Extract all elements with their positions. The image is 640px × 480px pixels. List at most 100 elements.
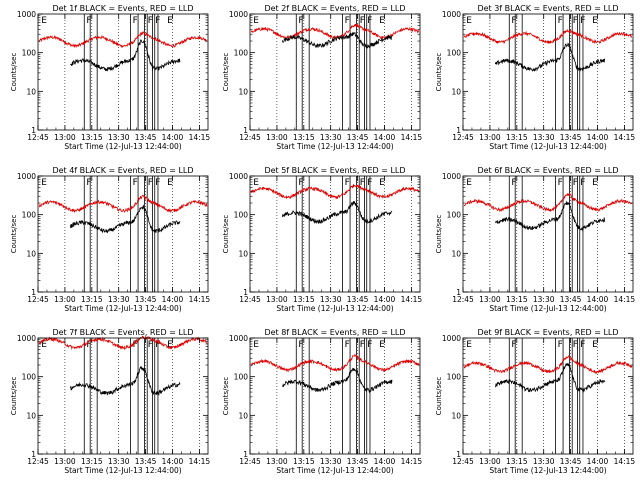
interval-label: F [345, 340, 350, 350]
x-tick-label: 13:15 [81, 295, 103, 304]
y-tick-label: 1 [456, 126, 461, 135]
x-tick-label: 13:30 [320, 295, 342, 304]
x-tick-label: 13:15 [506, 133, 528, 142]
interval-label: F [86, 16, 91, 26]
x-tick-label: 13:30 [533, 457, 555, 466]
x-tick-label: 12:45 [239, 457, 261, 466]
events-series-line [69, 365, 181, 396]
y-tick-label: 1000 [442, 10, 461, 19]
interval-label: F [573, 340, 578, 350]
lld-series-line [463, 28, 632, 45]
interval-label: E [167, 340, 173, 350]
y-axis-label: Counts/sec [10, 377, 18, 416]
x-tick-label: 13:30 [533, 133, 555, 142]
y-tick-label: 10 [238, 87, 248, 96]
x-tick-label: 13:30 [533, 295, 555, 304]
y-tick-label: 100 [447, 49, 462, 58]
x-tick-label: 13:00 [54, 295, 76, 304]
interval-label: E [253, 16, 259, 26]
y-axis-label: Counts/sec [10, 215, 18, 254]
interval-label: F [367, 178, 372, 188]
x-tick-label: 12:45 [27, 133, 49, 142]
y-tick-label: 1 [456, 288, 461, 297]
interval-label: F [155, 178, 160, 188]
x-tick-label: 12:45 [27, 295, 49, 304]
x-tick-label: 13:00 [266, 133, 288, 142]
y-tick-label: 10 [26, 411, 36, 420]
x-tick-label: 13:15 [293, 133, 315, 142]
y-tick-label: 1000 [442, 334, 461, 343]
x-tick-label: 13:30 [320, 457, 342, 466]
interval-label: F [558, 16, 563, 26]
x-tick-label: 13:00 [479, 133, 501, 142]
x-tick-label: 14:00 [162, 457, 184, 466]
panel-title: Det 7f BLACK = Events, RED = LLD [52, 328, 193, 337]
lld-series-line [38, 194, 208, 214]
lld-series-line [463, 355, 633, 375]
x-axis-label: Start Time (12-Jul-13 12:44:00) [64, 466, 181, 475]
x-axis-label: Start Time (12-Jul-13 12:44:00) [489, 466, 606, 475]
x-tick-label: 13:00 [266, 295, 288, 304]
x-tick-label: 13:45 [560, 457, 582, 466]
interval-label: E [41, 178, 47, 188]
interval-label: F [155, 16, 160, 26]
plot-frame [462, 337, 634, 455]
y-axis-label: Counts/sec [222, 377, 230, 416]
y-tick-label: 1 [31, 288, 36, 297]
x-tick-label: 13:15 [81, 457, 103, 466]
plot-frame [249, 13, 421, 131]
interval-label: F [360, 16, 365, 26]
y-tick-label: 100 [22, 373, 37, 382]
x-tick-label: 14:15 [614, 457, 636, 466]
x-tick-label: 14:00 [374, 295, 396, 304]
x-tick-label: 14:00 [162, 133, 184, 142]
interval-label: F [86, 340, 91, 350]
y-tick-label: 10 [238, 249, 248, 258]
events-series-line [69, 204, 181, 234]
x-tick-label: 13:30 [108, 295, 130, 304]
x-tick-label: 13:15 [293, 295, 315, 304]
events-series-line [281, 201, 393, 225]
interval-label: F [511, 16, 516, 26]
x-tick-label: 13:45 [347, 295, 369, 304]
panel-title: Det 9f BLACK = Events, RED = LLD [477, 328, 618, 337]
events-series-line [494, 42, 606, 72]
interval-label: F [367, 340, 372, 350]
x-tick-label: 13:00 [266, 457, 288, 466]
x-tick-label: 13:45 [560, 295, 582, 304]
plot-frame [37, 337, 209, 455]
y-tick-label: 1000 [229, 334, 248, 343]
events-series-line [495, 200, 606, 232]
lld-series-line [250, 23, 420, 40]
events-series-line [281, 31, 393, 49]
x-tick-label: 13:45 [135, 295, 157, 304]
events-series-line [282, 367, 393, 394]
interval-label: F [558, 178, 563, 188]
x-tick-label: 14:15 [401, 457, 423, 466]
interval-label: E [466, 178, 472, 188]
x-tick-label: 13:00 [479, 295, 501, 304]
lld-series-line [38, 335, 208, 351]
x-tick-label: 13:00 [479, 457, 501, 466]
x-tick-label: 13:45 [560, 133, 582, 142]
interval-label: E [167, 178, 173, 188]
x-tick-label: 14:00 [587, 133, 609, 142]
plot-frame [37, 13, 209, 131]
x-axis-label: Start Time (12-Jul-13 12:44:00) [64, 304, 181, 313]
interval-label: E [167, 16, 173, 26]
x-axis-label: Start Time (12-Jul-13 12:44:00) [64, 142, 181, 151]
events-series-line [494, 362, 606, 393]
x-axis-label: Start Time (12-Jul-13 12:44:00) [489, 142, 606, 151]
x-axis-label: Start Time (12-Jul-13 12:44:00) [276, 142, 393, 151]
panel-title: Det 1f BLACK = Events, RED = LLD [52, 4, 193, 13]
interval-label: E [592, 340, 598, 350]
x-tick-label: 13:30 [108, 133, 130, 142]
y-tick-label: 1 [243, 450, 248, 459]
interval-label: F [298, 178, 303, 188]
